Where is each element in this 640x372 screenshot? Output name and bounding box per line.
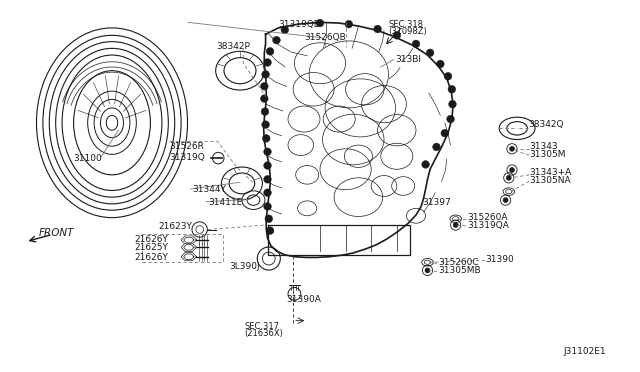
Circle shape	[260, 95, 268, 102]
Text: 31344Y: 31344Y	[192, 185, 226, 194]
Circle shape	[503, 198, 508, 203]
Polygon shape	[181, 243, 196, 251]
Circle shape	[266, 227, 274, 234]
Text: 315260C: 315260C	[438, 258, 479, 267]
Circle shape	[444, 73, 452, 80]
Text: 21626Y: 21626Y	[134, 235, 168, 244]
Polygon shape	[184, 254, 194, 259]
Polygon shape	[268, 225, 410, 255]
Text: 31305M: 31305M	[529, 150, 566, 159]
Circle shape	[433, 143, 440, 151]
Circle shape	[422, 161, 429, 168]
Circle shape	[453, 222, 458, 228]
Circle shape	[412, 40, 420, 48]
Text: 31411E: 31411E	[208, 198, 243, 207]
Text: 31390: 31390	[485, 255, 514, 264]
Circle shape	[261, 108, 269, 115]
Circle shape	[264, 176, 271, 183]
Circle shape	[266, 48, 274, 55]
Text: 31319QA: 31319QA	[467, 221, 509, 230]
Text: 31305NA: 31305NA	[529, 176, 571, 185]
Circle shape	[273, 36, 280, 44]
Text: 21623Y: 21623Y	[159, 222, 193, 231]
Text: 31305MB: 31305MB	[438, 266, 481, 275]
Polygon shape	[181, 253, 196, 261]
Circle shape	[264, 162, 271, 169]
Circle shape	[509, 146, 515, 151]
Text: 31319QB: 31319QB	[278, 20, 320, 29]
Circle shape	[441, 129, 449, 137]
Circle shape	[316, 19, 324, 27]
Circle shape	[345, 20, 353, 28]
Text: FRONT: FRONT	[38, 228, 74, 237]
Circle shape	[262, 135, 270, 142]
Text: 31319Q: 31319Q	[170, 153, 205, 162]
Circle shape	[260, 83, 268, 90]
Circle shape	[509, 167, 515, 173]
Circle shape	[448, 86, 456, 93]
Circle shape	[281, 26, 289, 33]
Polygon shape	[181, 236, 196, 244]
Circle shape	[264, 148, 271, 155]
Circle shape	[393, 32, 401, 39]
Text: 313BI: 313BI	[396, 55, 422, 64]
Text: SEC.317: SEC.317	[244, 322, 280, 331]
Circle shape	[264, 203, 271, 210]
Polygon shape	[184, 245, 194, 250]
Text: 38342Q: 38342Q	[528, 120, 563, 129]
Circle shape	[262, 121, 269, 128]
Circle shape	[264, 59, 271, 66]
Text: (21636X): (21636X)	[244, 329, 284, 338]
Text: 21625Y: 21625Y	[134, 243, 168, 252]
Circle shape	[265, 215, 273, 222]
Text: 31526R: 31526R	[170, 142, 204, 151]
Text: 31397: 31397	[422, 198, 451, 207]
Text: 31390A: 31390A	[286, 295, 321, 304]
Circle shape	[262, 71, 269, 78]
Circle shape	[374, 25, 381, 33]
Text: 31100: 31100	[74, 154, 102, 163]
Polygon shape	[264, 22, 453, 257]
Circle shape	[447, 115, 454, 123]
Text: 3L390J: 3L390J	[229, 262, 260, 271]
Text: 38342P: 38342P	[216, 42, 250, 51]
Circle shape	[506, 175, 511, 180]
Text: SEC.318: SEC.318	[388, 20, 424, 29]
Text: (31098Z): (31098Z)	[388, 27, 428, 36]
Circle shape	[425, 268, 430, 273]
Circle shape	[449, 100, 456, 108]
Text: J31102E1: J31102E1	[563, 347, 606, 356]
Circle shape	[426, 49, 434, 57]
Circle shape	[264, 189, 271, 196]
Text: 31343: 31343	[529, 142, 558, 151]
Text: 31526QB: 31526QB	[305, 33, 346, 42]
Polygon shape	[184, 237, 194, 243]
Circle shape	[436, 60, 444, 68]
Text: 31343+A: 31343+A	[529, 169, 572, 177]
Text: 315260A: 315260A	[467, 213, 508, 222]
Text: 21626Y: 21626Y	[134, 253, 168, 262]
